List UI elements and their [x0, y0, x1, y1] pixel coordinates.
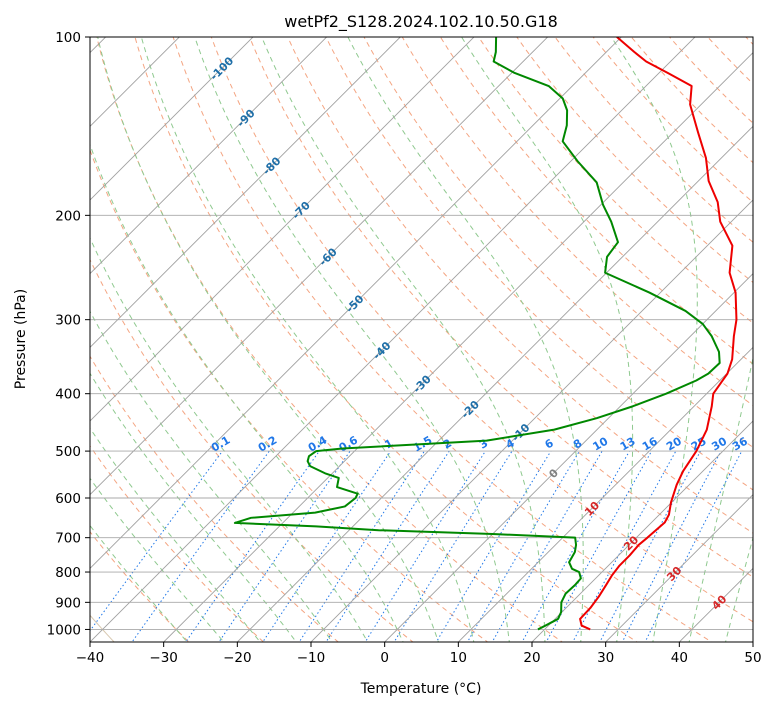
isotherm-line [384, 273, 753, 642]
isotherm-line [90, 37, 328, 275]
y-tick-label: 500 [55, 444, 81, 460]
isotherm-line [531, 420, 753, 642]
x-axis-ticks: −40 −30 −20 −10 0 10 20 30 40 50 [76, 642, 762, 666]
isotherm-line [90, 37, 696, 642]
moist-adiabat-line [90, 477, 225, 642]
plot-area: -100-90-80-70-60-50-40-30-20-10010203040… [90, 37, 753, 642]
moist-adiabat-line [347, 37, 584, 642]
plot-frame [89, 36, 754, 643]
dry-adiabat-line [90, 355, 339, 642]
dry-adiabats [90, 37, 753, 642]
dry-adiabat-line [134, 37, 638, 642]
x-tick-label: −20 [223, 650, 252, 666]
skewed-isotherms [90, 37, 753, 642]
isotherm-label: 30 [664, 564, 684, 584]
dewpoint-profile-line [233, 37, 721, 631]
x-tick-label: 10 [450, 650, 467, 666]
moist-adiabat-line [90, 236, 369, 642]
isotherm-line [90, 37, 475, 422]
dry-adiabat-line [90, 148, 489, 642]
y-tick-label: 600 [55, 491, 81, 507]
moist-adiabat-line [90, 143, 404, 642]
x-tick-label: 40 [671, 650, 688, 666]
moist-adiabat-line [194, 37, 510, 642]
isotherm-line [605, 494, 753, 642]
moist-adiabat-line [90, 524, 188, 642]
isotherm-label: 40 [709, 592, 729, 612]
isotherm-line [457, 346, 753, 642]
y-tick-label: 200 [55, 208, 81, 224]
x-tick-label: 50 [744, 650, 761, 666]
dry-adiabat-line [90, 445, 265, 642]
y-tick-label: 1000 [47, 622, 81, 638]
dry-adiabat-line [477, 37, 753, 324]
isotherm-line [90, 37, 549, 496]
y-tick-label: 800 [55, 565, 81, 581]
moist-adiabat-line [97, 37, 439, 642]
isotherm-line [163, 52, 753, 642]
x-tick-label: 20 [523, 650, 540, 666]
x-tick-label: −30 [149, 650, 178, 666]
y-tick-label: 100 [55, 30, 81, 46]
dry-adiabat-line [363, 37, 753, 448]
dry-adiabat-line [248, 37, 753, 578]
isotherm-line [90, 37, 622, 569]
y-tick-label: 300 [55, 313, 81, 329]
isotherm-line [310, 199, 753, 642]
dry-adiabat-line [210, 37, 753, 623]
isotherm-line [90, 37, 401, 348]
y-axis-label: Pressure (hPa) [13, 289, 29, 389]
x-tick-label: −40 [76, 650, 105, 666]
moist-adiabat-line [90, 427, 261, 642]
x-tick-label: 0 [380, 650, 389, 666]
temperature-profile-line [579, 37, 738, 631]
moist-adiabat-line [140, 37, 475, 642]
moist-adiabat-line [90, 372, 297, 642]
isotherm-label: 0 [546, 466, 561, 481]
x-tick-label: −10 [297, 650, 326, 666]
x-tick-label: 30 [597, 650, 614, 666]
x-axis-label: Temperature (°C) [360, 681, 482, 697]
isotherm-line [90, 37, 254, 201]
dry-adiabat-line [90, 258, 414, 642]
y-tick-label: 400 [55, 387, 81, 403]
moist-adiabats [90, 37, 753, 642]
moist-adiabat-line [90, 310, 333, 642]
pressure-gridlines [90, 37, 753, 630]
isotherm-line [236, 125, 753, 642]
y-tick-label: 900 [55, 595, 81, 611]
moist-adiabat-line [460, 37, 634, 642]
chart-title: wetPf2_S128.2024.102.10.50.G18 [284, 12, 558, 32]
y-axis-ticks: 100 200 300 400 500 600 700 800 900 1000 [47, 30, 90, 638]
moist-adiabat-line [610, 37, 698, 642]
dry-adiabat-line [172, 37, 713, 642]
sounding-series [233, 37, 738, 631]
isotherm-label: 10 [582, 499, 602, 519]
y-tick-label: 700 [55, 531, 81, 547]
